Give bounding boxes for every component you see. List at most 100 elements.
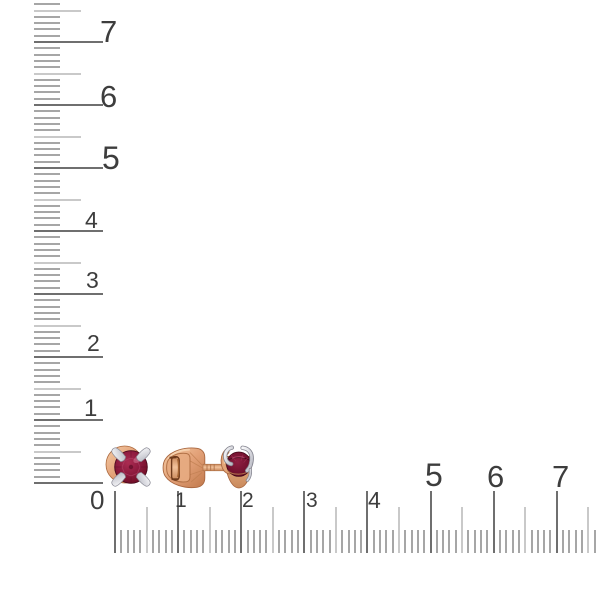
gem-culet — [128, 464, 134, 470]
vertical-ruler-tick — [34, 450, 81, 453]
horizontal-ruler-tick — [252, 530, 255, 553]
horizontal-ruler-number: 7 — [552, 459, 570, 494]
vertical-ruler-tick — [34, 293, 103, 295]
horizontal-ruler-tick — [284, 530, 287, 553]
horizontal-ruler-tick — [536, 530, 539, 553]
vertical-ruler-tick — [34, 393, 60, 396]
vertical-ruler-tick — [34, 412, 60, 415]
vertical-ruler-tick — [34, 280, 60, 283]
vertical-ruler-number: 2 — [87, 330, 100, 356]
vertical-ruler-tick — [34, 469, 60, 472]
vertical-ruler-tick — [34, 198, 81, 201]
vertical-ruler-tick — [34, 311, 60, 314]
horizontal-ruler-number: 1 — [175, 489, 187, 512]
horizontal-ruler-number: 5 — [425, 457, 443, 493]
earring-front-view — [105, 445, 151, 487]
horizontal-ruler-tick — [202, 530, 205, 553]
vertical-ruler-tick — [34, 110, 60, 113]
side-prong-left — [223, 446, 234, 466]
horizontal-ruler-tick — [170, 530, 173, 553]
horizontal-ruler-tick — [139, 530, 142, 553]
gem-facet-table — [121, 457, 141, 477]
vertical-ruler-tick — [34, 431, 60, 434]
vertical-ruler-tick — [34, 387, 81, 390]
prong-bottom-right — [136, 472, 151, 487]
prong-top-left — [111, 447, 126, 462]
vertical-ruler-tick — [34, 356, 103, 358]
horizontal-ruler-tick — [587, 507, 590, 553]
horizontal-ruler-tick — [233, 530, 236, 553]
horizontal-ruler-tick — [543, 530, 546, 553]
vertical-ruler-tick — [34, 463, 60, 466]
vertical-ruler-number: 1 — [84, 395, 98, 422]
horizontal-ruler-tick — [328, 530, 331, 553]
horizontal-ruler-tick — [454, 530, 457, 553]
vertical-ruler-tick — [34, 362, 60, 365]
ruby-girdle-line — [227, 457, 251, 461]
horizontal-ruler-tick — [132, 530, 135, 553]
horizontal-ruler-tick — [404, 530, 407, 553]
horizontal-ruler-tick — [574, 530, 577, 553]
vertical-ruler-tick — [34, 406, 60, 409]
horizontal-ruler-tick — [492, 491, 495, 553]
horizontal-ruler-tick — [341, 530, 344, 553]
vertical-ruler-tick — [34, 53, 60, 56]
vertical-ruler-tick — [34, 66, 60, 69]
vertical-ruler-tick — [34, 267, 60, 270]
vertical-ruler-tick — [34, 15, 60, 18]
horizontal-ruler-tick — [410, 530, 413, 553]
vertical-ruler-tick — [34, 47, 60, 50]
vertical-ruler-tick — [34, 261, 81, 264]
horizontal-ruler-tick — [549, 530, 552, 553]
horizontal-ruler-tick — [303, 491, 306, 553]
vertical-ruler-tick — [34, 59, 60, 62]
horizontal-ruler-tick — [555, 491, 558, 553]
horizontal-ruler-tick — [366, 491, 369, 553]
vertical-ruler-tick — [34, 41, 103, 43]
vertical-ruler-tick — [34, 192, 60, 195]
horizontal-ruler-tick — [429, 491, 432, 553]
horizontal-ruler-tick — [297, 530, 299, 553]
horizontal-ruler-tick — [562, 530, 564, 553]
horizontal-ruler-tick — [126, 530, 129, 553]
vertical-ruler-tick — [34, 185, 60, 188]
vertical-ruler-tick — [34, 129, 60, 132]
horizontal-ruler-tick — [524, 507, 527, 553]
horizontal-ruler-number: 0 — [90, 485, 105, 515]
horizontal-ruler-tick — [480, 530, 482, 553]
horizontal-ruler-tick — [189, 530, 192, 553]
horizontal-ruler-tick — [290, 530, 293, 553]
screw-threads — [206, 464, 215, 471]
vertical-ruler-tick — [34, 349, 60, 352]
vertical-ruler-tick — [34, 274, 60, 277]
vertical-ruler-tick — [34, 337, 60, 340]
horizontal-ruler-tick — [435, 530, 438, 553]
horizontal-ruler-tick — [467, 530, 470, 553]
side-prong-lower — [246, 468, 252, 482]
vertical-ruler-number: 6 — [100, 79, 118, 114]
vertical-ruler-tick — [34, 204, 60, 207]
horizontal-ruler-tick — [379, 530, 381, 553]
horizontal-ruler-tick — [498, 530, 501, 553]
vertical-ruler-tick — [34, 248, 60, 251]
side-prong-right — [241, 446, 254, 472]
vertical-ruler-tick — [34, 104, 103, 106]
vertical-ruler-tick — [34, 425, 60, 428]
horizontal-ruler-tick — [442, 530, 445, 553]
horizontal-ruler-tick — [416, 530, 419, 553]
horizontal-ruler-tick — [259, 530, 262, 553]
vertical-ruler-tick — [34, 456, 60, 459]
ruby-stud-earrings — [105, 445, 254, 489]
vertical-ruler-tick — [34, 135, 81, 138]
earring-side-view — [162, 445, 254, 489]
horizontal-ruler-tick — [568, 530, 571, 553]
vertical-ruler-tick — [34, 97, 60, 100]
vertical-ruler-tick — [34, 78, 60, 81]
vertical-ruler-tick — [34, 211, 60, 214]
vertical-ruler-tick — [34, 179, 60, 182]
vertical-ruler-tick — [34, 154, 60, 157]
clasp-slot-top-notch — [169, 456, 177, 459]
vertical-ruler-tick — [34, 236, 60, 239]
vertical-ruler-tick — [34, 482, 103, 484]
